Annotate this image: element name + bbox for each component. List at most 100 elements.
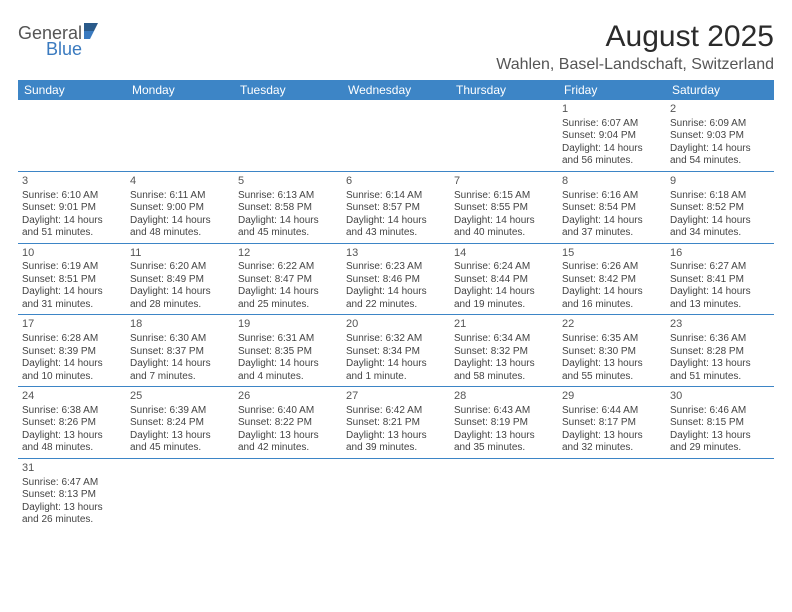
day-info-line: Sunset: 8:35 PM <box>238 346 338 359</box>
day-header: Sunday <box>18 80 126 100</box>
day-number: 13 <box>346 247 446 261</box>
day-cell: 30Sunrise: 6:46 AMSunset: 8:15 PMDayligh… <box>666 387 774 458</box>
day-cell: 18Sunrise: 6:30 AMSunset: 8:37 PMDayligh… <box>126 315 234 386</box>
day-cell: 31Sunrise: 6:47 AMSunset: 8:13 PMDayligh… <box>18 459 126 530</box>
day-info-line: Sunrise: 6:23 AM <box>346 261 446 274</box>
day-number: 22 <box>562 318 662 332</box>
day-cell: 16Sunrise: 6:27 AMSunset: 8:41 PMDayligh… <box>666 244 774 315</box>
day-info-line: Sunset: 8:22 PM <box>238 417 338 430</box>
calendar-grid: Sunday Monday Tuesday Wednesday Thursday… <box>18 80 774 530</box>
day-cell: 10Sunrise: 6:19 AMSunset: 8:51 PMDayligh… <box>18 244 126 315</box>
day-info-line: and 54 minutes. <box>670 155 770 168</box>
day-cell <box>666 459 774 530</box>
day-cell: 3Sunrise: 6:10 AMSunset: 9:01 PMDaylight… <box>18 172 126 243</box>
day-info-line: Sunset: 8:24 PM <box>130 417 230 430</box>
day-info-line: Sunset: 8:47 PM <box>238 274 338 287</box>
day-info-line: Sunset: 8:32 PM <box>454 346 554 359</box>
day-number: 17 <box>22 318 122 332</box>
day-info-line: Daylight: 13 hours <box>670 358 770 371</box>
day-info-line: Daylight: 14 hours <box>346 358 446 371</box>
day-number: 12 <box>238 247 338 261</box>
day-cell: 14Sunrise: 6:24 AMSunset: 8:44 PMDayligh… <box>450 244 558 315</box>
day-info-line: Sunrise: 6:13 AM <box>238 190 338 203</box>
day-info-line: Sunset: 8:42 PM <box>562 274 662 287</box>
day-info-line: Sunset: 9:04 PM <box>562 130 662 143</box>
day-info-line: and 45 minutes. <box>130 442 230 455</box>
day-info-line: Daylight: 13 hours <box>22 502 122 515</box>
day-info-line: and 28 minutes. <box>130 299 230 312</box>
day-cell: 11Sunrise: 6:20 AMSunset: 8:49 PMDayligh… <box>126 244 234 315</box>
day-info-line: Sunset: 8:55 PM <box>454 202 554 215</box>
day-info-line: Sunrise: 6:24 AM <box>454 261 554 274</box>
day-number: 21 <box>454 318 554 332</box>
day-info-line: and 32 minutes. <box>562 442 662 455</box>
day-info-line: Sunset: 8:13 PM <box>22 489 122 502</box>
day-info-line: Sunrise: 6:38 AM <box>22 405 122 418</box>
day-cell: 7Sunrise: 6:15 AMSunset: 8:55 PMDaylight… <box>450 172 558 243</box>
day-info-line: Sunrise: 6:20 AM <box>130 261 230 274</box>
day-cell <box>18 100 126 171</box>
day-cell: 19Sunrise: 6:31 AMSunset: 8:35 PMDayligh… <box>234 315 342 386</box>
day-info-line: Sunset: 8:41 PM <box>670 274 770 287</box>
day-info-line: Sunset: 8:46 PM <box>346 274 446 287</box>
day-info-line: Daylight: 14 hours <box>346 286 446 299</box>
day-cell <box>126 100 234 171</box>
day-info-line: Sunrise: 6:07 AM <box>562 118 662 131</box>
day-number: 7 <box>454 175 554 189</box>
day-cell <box>342 459 450 530</box>
day-info-line: and 16 minutes. <box>562 299 662 312</box>
day-info-line: and 39 minutes. <box>346 442 446 455</box>
day-number: 29 <box>562 390 662 404</box>
day-number: 28 <box>454 390 554 404</box>
day-info-line: Sunset: 8:21 PM <box>346 417 446 430</box>
day-number: 16 <box>670 247 770 261</box>
day-info-line: Sunrise: 6:30 AM <box>130 333 230 346</box>
day-header: Tuesday <box>234 80 342 100</box>
day-info-line: Sunset: 9:01 PM <box>22 202 122 215</box>
day-info-line: and 22 minutes. <box>346 299 446 312</box>
day-info-line: Daylight: 14 hours <box>22 286 122 299</box>
day-info-line: and 56 minutes. <box>562 155 662 168</box>
day-cell <box>234 100 342 171</box>
day-cell: 4Sunrise: 6:11 AMSunset: 9:00 PMDaylight… <box>126 172 234 243</box>
day-info-line: Sunset: 8:28 PM <box>670 346 770 359</box>
day-info-line: Daylight: 14 hours <box>454 215 554 228</box>
week-row: 17Sunrise: 6:28 AMSunset: 8:39 PMDayligh… <box>18 315 774 387</box>
flag-icon <box>84 23 106 39</box>
day-info-line: Daylight: 14 hours <box>130 215 230 228</box>
day-cell: 23Sunrise: 6:36 AMSunset: 8:28 PMDayligh… <box>666 315 774 386</box>
day-info-line: Sunset: 8:49 PM <box>130 274 230 287</box>
day-info-line: Sunset: 9:00 PM <box>130 202 230 215</box>
day-number: 6 <box>346 175 446 189</box>
day-info-line: Daylight: 14 hours <box>130 358 230 371</box>
day-info-line: and 40 minutes. <box>454 227 554 240</box>
day-info-line: Daylight: 13 hours <box>346 430 446 443</box>
day-cell: 6Sunrise: 6:14 AMSunset: 8:57 PMDaylight… <box>342 172 450 243</box>
day-number: 23 <box>670 318 770 332</box>
day-info-line: Daylight: 13 hours <box>22 430 122 443</box>
day-cell: 20Sunrise: 6:32 AMSunset: 8:34 PMDayligh… <box>342 315 450 386</box>
day-number: 18 <box>130 318 230 332</box>
day-number: 3 <box>22 175 122 189</box>
day-number: 20 <box>346 318 446 332</box>
day-info-line: Daylight: 14 hours <box>670 286 770 299</box>
location-text: Wahlen, Basel-Landschaft, Switzerland <box>496 56 774 74</box>
day-info-line: Sunrise: 6:09 AM <box>670 118 770 131</box>
day-info-line: Daylight: 14 hours <box>454 286 554 299</box>
day-info-line: and 19 minutes. <box>454 299 554 312</box>
week-row: 3Sunrise: 6:10 AMSunset: 9:01 PMDaylight… <box>18 172 774 244</box>
day-cell: 28Sunrise: 6:43 AMSunset: 8:19 PMDayligh… <box>450 387 558 458</box>
day-info-line: and 42 minutes. <box>238 442 338 455</box>
week-row: 1Sunrise: 6:07 AMSunset: 9:04 PMDaylight… <box>18 100 774 172</box>
day-info-line: Sunset: 8:17 PM <box>562 417 662 430</box>
day-number: 19 <box>238 318 338 332</box>
day-info-line: Sunrise: 6:27 AM <box>670 261 770 274</box>
day-number: 27 <box>346 390 446 404</box>
day-info-line: and 10 minutes. <box>22 371 122 384</box>
day-cell <box>450 459 558 530</box>
day-number: 5 <box>238 175 338 189</box>
day-info-line: and 25 minutes. <box>238 299 338 312</box>
weeks-container: 1Sunrise: 6:07 AMSunset: 9:04 PMDaylight… <box>18 100 774 530</box>
day-info-line: Sunrise: 6:11 AM <box>130 190 230 203</box>
day-info-line: and 45 minutes. <box>238 227 338 240</box>
